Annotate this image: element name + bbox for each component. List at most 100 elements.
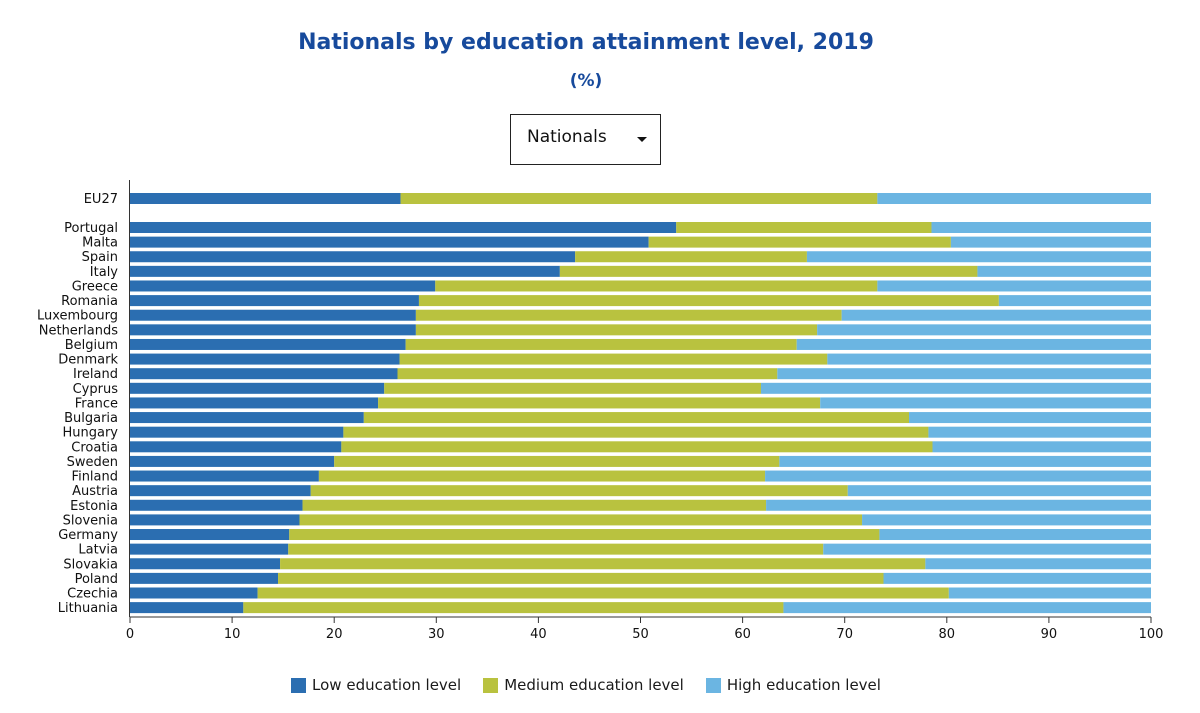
- bar-czechia-low[interactable]: [130, 587, 258, 599]
- bar-italy-medium[interactable]: [559, 265, 978, 277]
- x-tick-label-20: 20: [326, 627, 343, 642]
- bar-croatia-high[interactable]: [932, 441, 1151, 453]
- bar-luxembourg-medium[interactable]: [415, 309, 842, 321]
- bar-latvia-medium[interactable]: [288, 543, 824, 555]
- bar-belgium-high[interactable]: [796, 338, 1151, 350]
- bar-greece-low[interactable]: [130, 280, 436, 292]
- bar-france-low[interactable]: [130, 397, 379, 409]
- bar-germany-medium[interactable]: [289, 529, 880, 541]
- bar-denmark-high[interactable]: [827, 353, 1151, 365]
- legend-swatch-medium: [483, 677, 499, 693]
- bar-estonia-low[interactable]: [130, 499, 303, 511]
- bar-greece-medium[interactable]: [435, 280, 878, 292]
- bar-cyprus-low[interactable]: [130, 382, 385, 394]
- bar-bulgaria-high[interactable]: [909, 412, 1151, 424]
- bar-germany-high[interactable]: [879, 529, 1151, 541]
- bar-poland-high[interactable]: [883, 572, 1151, 584]
- bar-belgium-medium[interactable]: [405, 338, 797, 350]
- bar-hungary-low[interactable]: [130, 426, 344, 438]
- bar-romania-low[interactable]: [130, 295, 419, 307]
- bar-slovenia-high[interactable]: [862, 514, 1151, 526]
- bar-bulgaria-medium[interactable]: [363, 412, 910, 424]
- category-label-bulgaria: Bulgaria: [64, 411, 118, 426]
- bar-austria-medium[interactable]: [310, 485, 848, 497]
- category-label-lithuania: Lithuania: [58, 601, 118, 616]
- bar-denmark-low[interactable]: [130, 353, 400, 365]
- bar-eu27-medium[interactable]: [400, 193, 878, 204]
- bar-italy-low[interactable]: [130, 265, 560, 277]
- bar-bulgaria-low[interactable]: [130, 412, 364, 424]
- bar-slovakia-medium[interactable]: [280, 558, 926, 570]
- bar-malta-high[interactable]: [950, 236, 1151, 248]
- bar-lithuania-low[interactable]: [130, 602, 244, 614]
- bar-hungary-high[interactable]: [928, 426, 1151, 438]
- bar-sweden-medium[interactable]: [334, 455, 780, 467]
- bar-eu27-low[interactable]: [130, 193, 401, 204]
- chart-legend: Low education level Medium education lev…: [0, 676, 1172, 694]
- bar-malta-low[interactable]: [130, 236, 649, 248]
- bar-luxembourg-high[interactable]: [841, 309, 1151, 321]
- bar-latvia-low[interactable]: [130, 543, 289, 555]
- bar-luxembourg-low[interactable]: [130, 309, 416, 321]
- bar-poland-low[interactable]: [130, 572, 279, 584]
- bar-sweden-high[interactable]: [779, 455, 1151, 467]
- bar-finland-medium[interactable]: [318, 470, 766, 482]
- bar-ireland-high[interactable]: [777, 368, 1151, 380]
- bar-hungary-medium[interactable]: [343, 426, 929, 438]
- bar-cyprus-high[interactable]: [760, 382, 1151, 394]
- legend-item-high[interactable]: High education level: [705, 676, 881, 694]
- bar-romania-high[interactable]: [998, 295, 1151, 307]
- bar-ireland-medium[interactable]: [397, 368, 778, 380]
- bar-finland-high[interactable]: [765, 470, 1151, 482]
- bar-portugal-high[interactable]: [931, 222, 1151, 233]
- category-label-finland: Finland: [72, 470, 118, 485]
- bar-france-medium[interactable]: [378, 397, 821, 409]
- bar-estonia-high[interactable]: [766, 499, 1151, 511]
- legend-item-medium[interactable]: Medium education level: [483, 676, 684, 694]
- bar-finland-low[interactable]: [130, 470, 319, 482]
- bar-austria-low[interactable]: [130, 485, 311, 497]
- bar-spain-medium[interactable]: [575, 251, 807, 263]
- x-tick-label-30: 30: [428, 627, 445, 642]
- bar-cyprus-medium[interactable]: [384, 382, 761, 394]
- bar-greece-high[interactable]: [877, 280, 1151, 292]
- bar-croatia-low[interactable]: [130, 441, 342, 453]
- bar-lithuania-high[interactable]: [783, 602, 1151, 614]
- bar-netherlands-high[interactable]: [817, 324, 1151, 336]
- legend-label-medium: Medium education level: [504, 676, 684, 694]
- bar-czechia-high[interactable]: [948, 587, 1151, 599]
- bar-portugal-low[interactable]: [130, 222, 677, 233]
- category-label-france: France: [75, 396, 118, 411]
- bar-lithuania-medium[interactable]: [243, 602, 784, 614]
- bar-portugal-medium[interactable]: [676, 222, 932, 233]
- legend-item-low[interactable]: Low education level: [291, 676, 461, 694]
- bar-spain-high[interactable]: [806, 251, 1151, 263]
- bar-malta-medium[interactable]: [648, 236, 951, 248]
- bar-poland-medium[interactable]: [278, 572, 884, 584]
- bar-czechia-medium[interactable]: [257, 587, 949, 599]
- bar-france-high[interactable]: [820, 397, 1151, 409]
- bar-croatia-medium[interactable]: [341, 441, 933, 453]
- bar-eu27-high[interactable]: [877, 193, 1151, 204]
- bar-germany-low[interactable]: [130, 529, 290, 541]
- chevron-down-icon: [637, 137, 647, 142]
- bar-belgium-low[interactable]: [130, 338, 406, 350]
- bar-ireland-low[interactable]: [130, 368, 398, 380]
- bar-latvia-high[interactable]: [823, 543, 1151, 555]
- bar-spain-low[interactable]: [130, 251, 576, 263]
- bar-netherlands-medium[interactable]: [415, 324, 818, 336]
- bar-netherlands-low[interactable]: [130, 324, 416, 336]
- bar-sweden-low[interactable]: [130, 455, 335, 467]
- legend-swatch-low: [291, 677, 307, 693]
- bar-italy-high[interactable]: [977, 265, 1151, 277]
- population-dropdown[interactable]: Nationals: [510, 114, 661, 165]
- bar-austria-high[interactable]: [847, 485, 1151, 497]
- bar-denmark-medium[interactable]: [399, 353, 828, 365]
- bar-slovenia-low[interactable]: [130, 514, 300, 526]
- bar-estonia-medium[interactable]: [302, 499, 767, 511]
- x-tick-label-100: 100: [1139, 627, 1164, 642]
- bar-slovakia-low[interactable]: [130, 558, 281, 570]
- bar-slovakia-high[interactable]: [925, 558, 1151, 570]
- bar-romania-medium[interactable]: [418, 295, 999, 307]
- bar-slovenia-medium[interactable]: [299, 514, 863, 526]
